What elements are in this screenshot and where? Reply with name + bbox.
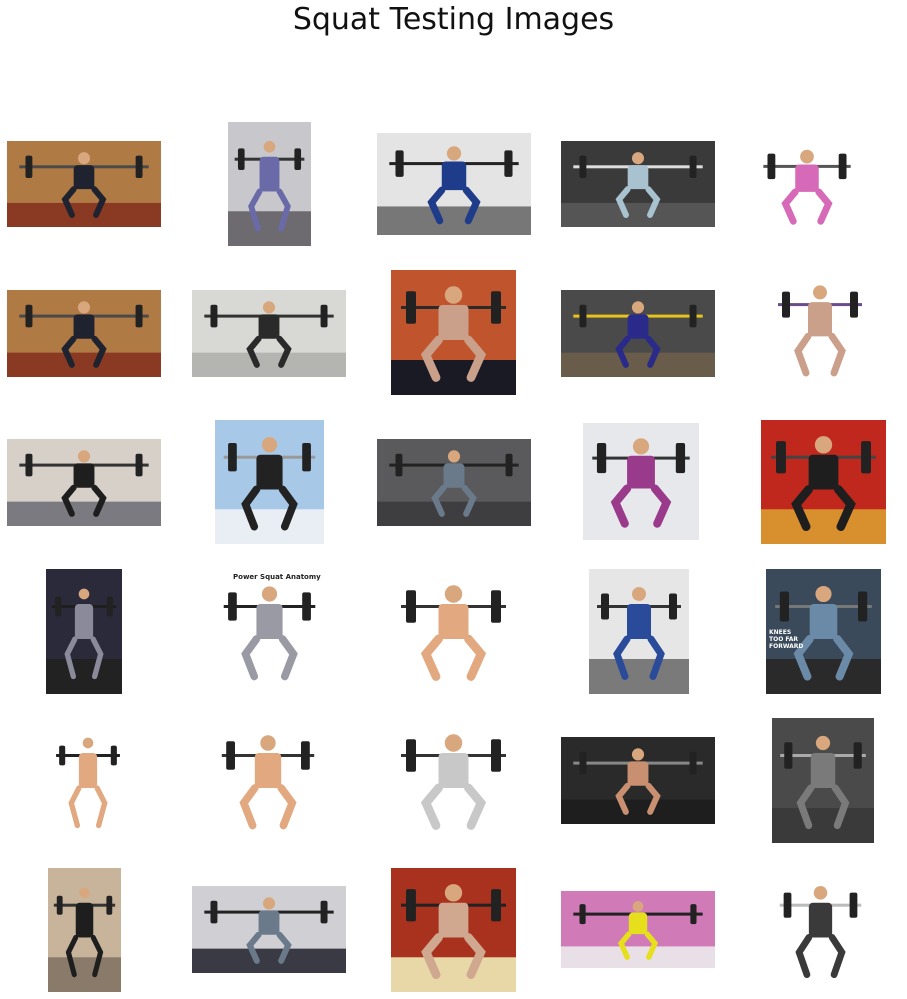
squat-photo bbox=[589, 569, 689, 694]
squat-photo bbox=[215, 420, 324, 544]
squat-image-8 bbox=[391, 270, 516, 395]
squat-photo bbox=[766, 569, 881, 694]
squat-image-28 bbox=[391, 868, 516, 992]
figure-title: Squat Testing Images bbox=[292, 2, 615, 37]
squat-image-5 bbox=[755, 137, 859, 235]
squat-image-29 bbox=[561, 891, 715, 968]
squat-photo bbox=[391, 868, 516, 992]
squat-photo bbox=[391, 270, 516, 395]
squat-image-23 bbox=[391, 718, 516, 843]
squat-image-14 bbox=[583, 423, 699, 540]
squat-photo bbox=[7, 141, 161, 227]
squat-image-1 bbox=[7, 141, 161, 227]
squat-photo bbox=[391, 569, 516, 694]
squat-photo bbox=[755, 137, 859, 235]
squat-photo bbox=[772, 868, 869, 992]
squat-image-22 bbox=[213, 718, 323, 843]
squat-photo bbox=[770, 268, 870, 390]
squat-photo bbox=[391, 718, 516, 843]
squat-image-30 bbox=[772, 868, 869, 992]
squat-photo bbox=[772, 718, 874, 843]
squat-image-24 bbox=[561, 737, 715, 824]
squat-image-20: KNEES TOO FAR FORWARD bbox=[766, 569, 881, 694]
squat-image-21 bbox=[50, 718, 126, 843]
anatomy-heading: Power Squat Anatomy bbox=[233, 573, 321, 581]
squat-image-12 bbox=[215, 420, 324, 544]
squat-image-10 bbox=[770, 268, 870, 390]
knees-caption: KNEES TOO FAR FORWARD bbox=[769, 629, 804, 650]
squat-image-3 bbox=[377, 133, 531, 235]
squat-photo bbox=[228, 122, 311, 246]
squat-photo bbox=[377, 439, 531, 526]
squat-photo bbox=[7, 290, 161, 377]
squat-image-2 bbox=[228, 122, 311, 246]
squat-photo bbox=[583, 423, 699, 540]
squat-photo bbox=[377, 133, 531, 235]
squat-image-17: Power Squat Anatomy bbox=[215, 569, 324, 694]
squat-photo bbox=[46, 569, 122, 694]
squat-photo bbox=[48, 868, 121, 992]
squat-image-4 bbox=[561, 141, 715, 227]
squat-photo bbox=[561, 290, 715, 377]
squat-photo bbox=[7, 439, 161, 526]
squat-photo bbox=[213, 718, 323, 843]
squat-photo bbox=[561, 141, 715, 227]
squat-image-6 bbox=[7, 290, 161, 377]
squat-photo bbox=[192, 290, 346, 377]
squat-image-19 bbox=[589, 569, 689, 694]
squat-image-15 bbox=[761, 420, 886, 544]
squat-image-18 bbox=[391, 569, 516, 694]
squat-image-27 bbox=[192, 886, 346, 973]
squat-image-11 bbox=[7, 439, 161, 526]
squat-photo bbox=[50, 718, 126, 843]
squat-image-7 bbox=[192, 290, 346, 377]
squat-image-9 bbox=[561, 290, 715, 377]
squat-photo bbox=[761, 420, 886, 544]
squat-photo bbox=[561, 891, 715, 968]
squat-image-25 bbox=[772, 718, 874, 843]
squat-photo bbox=[192, 886, 346, 973]
squat-image-13 bbox=[377, 439, 531, 526]
squat-image-26 bbox=[48, 868, 121, 992]
squat-image-16 bbox=[46, 569, 122, 694]
squat-photo bbox=[561, 737, 715, 824]
squat-photo bbox=[215, 569, 324, 694]
